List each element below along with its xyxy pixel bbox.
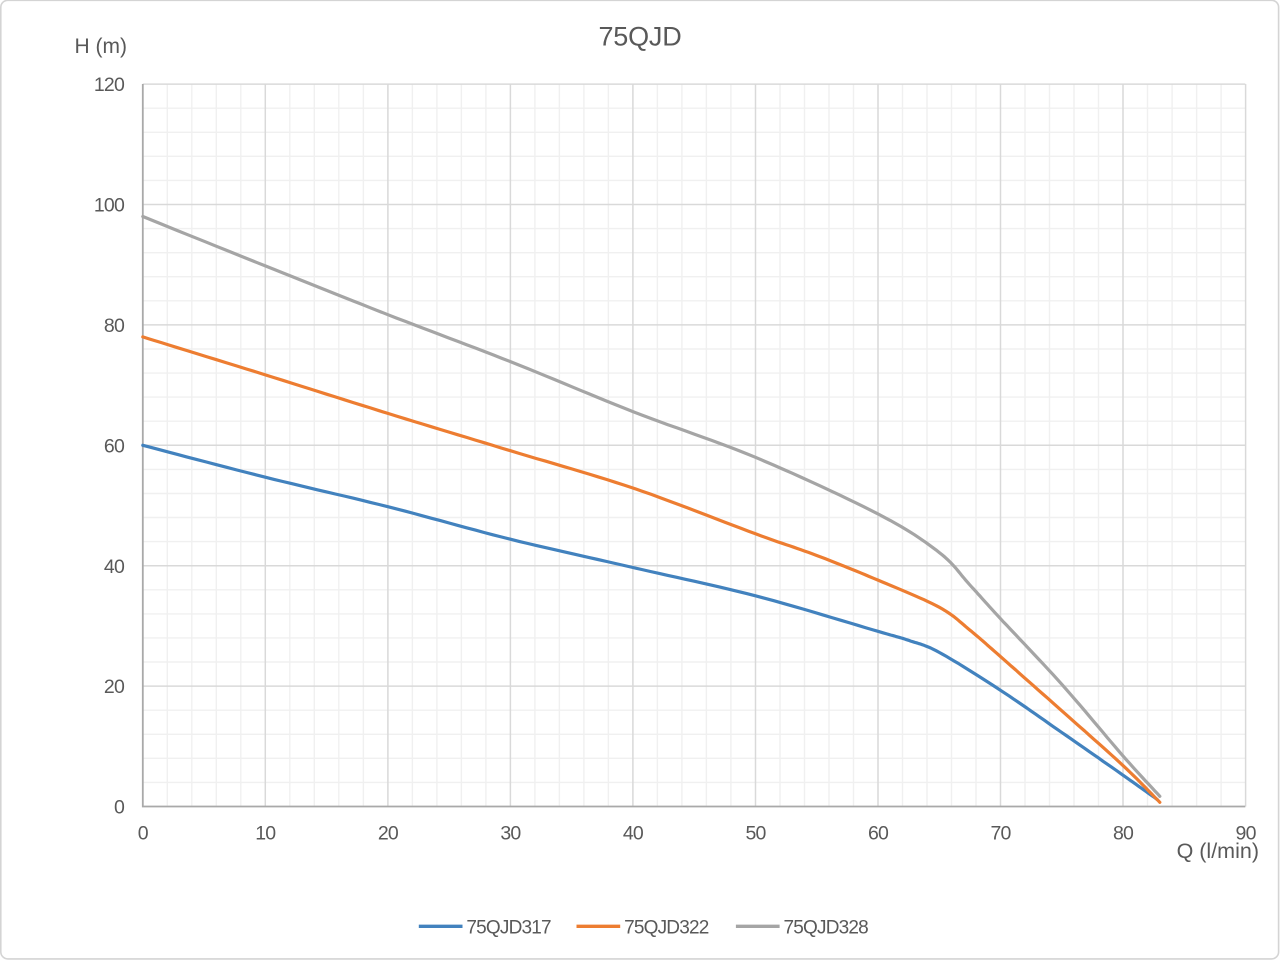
svg-text:75QJD322: 75QJD322 — [624, 918, 709, 939]
svg-text:100: 100 — [94, 195, 125, 217]
svg-text:75QJD: 75QJD — [598, 22, 681, 52]
svg-text:30: 30 — [500, 823, 521, 845]
svg-text:10: 10 — [255, 823, 276, 845]
svg-text:0: 0 — [138, 823, 149, 845]
svg-text:80: 80 — [104, 315, 125, 337]
svg-text:Q (l/min): Q (l/min) — [1177, 839, 1259, 863]
svg-text:40: 40 — [623, 823, 644, 845]
svg-text:120: 120 — [94, 74, 125, 96]
svg-text:60: 60 — [868, 823, 889, 845]
svg-text:50: 50 — [745, 823, 766, 845]
svg-text:20: 20 — [104, 676, 125, 698]
svg-text:20: 20 — [378, 823, 399, 845]
svg-text:70: 70 — [990, 823, 1011, 845]
svg-text:0: 0 — [114, 797, 125, 819]
svg-text:90: 90 — [1236, 823, 1257, 845]
svg-text:60: 60 — [104, 435, 125, 457]
svg-text:H (m): H (m) — [75, 35, 127, 58]
svg-text:40: 40 — [104, 556, 125, 578]
svg-text:75QJD328: 75QJD328 — [784, 918, 869, 939]
svg-text:80: 80 — [1113, 823, 1134, 845]
svg-text:75QJD317: 75QJD317 — [466, 918, 551, 939]
